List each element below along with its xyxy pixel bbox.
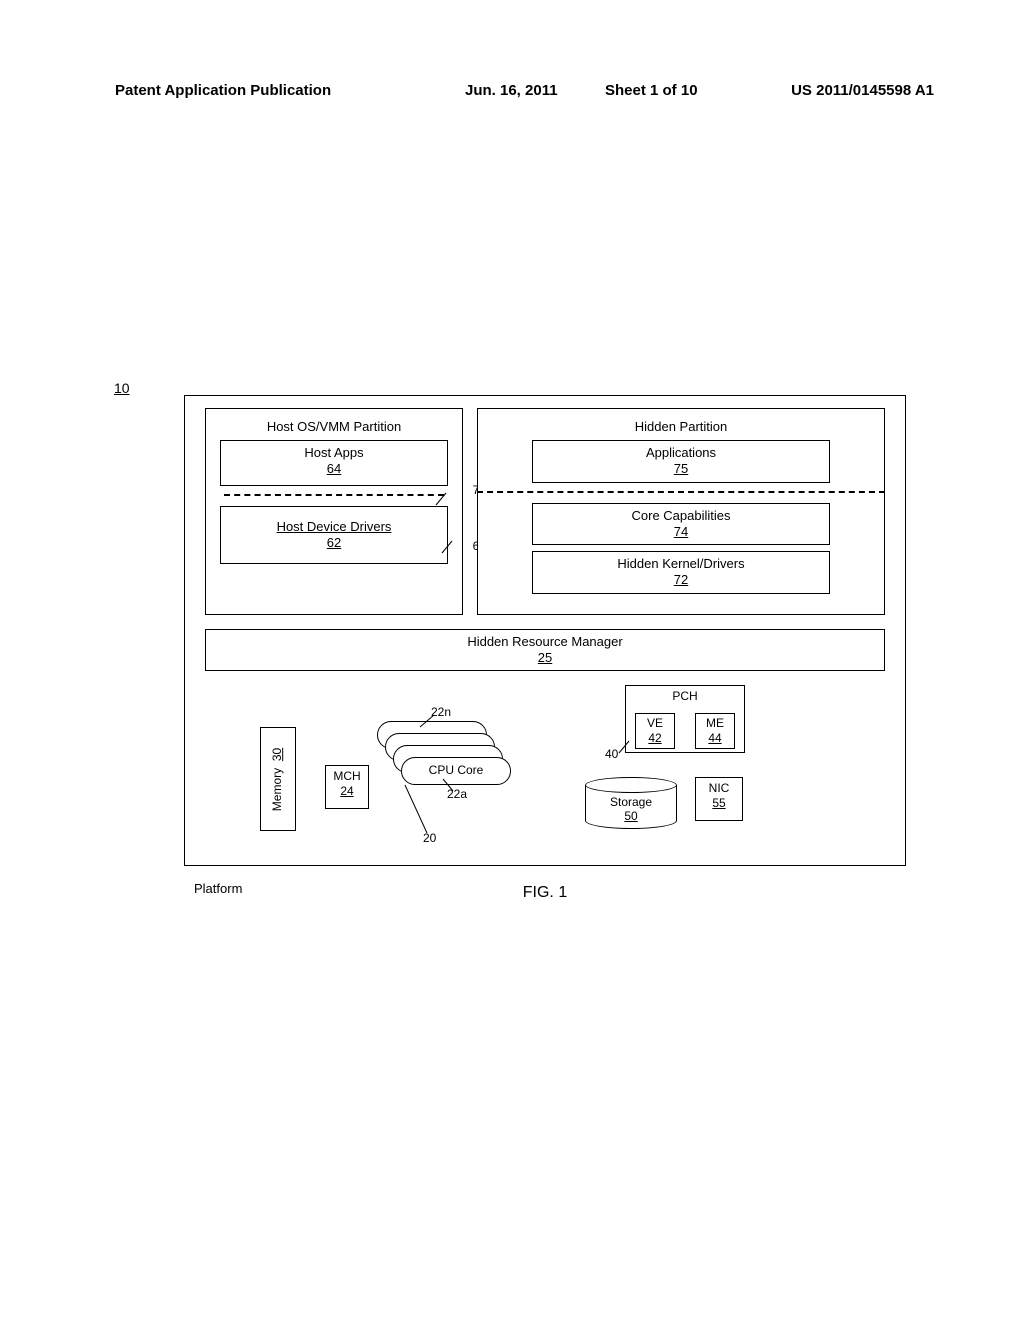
hidden-kernel-box: Hidden Kernel/Drivers 72 bbox=[532, 551, 830, 594]
memory-box: Memory 30 bbox=[260, 727, 296, 831]
hidden-partition: Hidden Partition Applications 75 Core Ca… bbox=[477, 408, 885, 615]
ref-20: 20 bbox=[423, 831, 436, 845]
host-drivers-num: 62 bbox=[327, 535, 341, 550]
storage-label: Storage bbox=[610, 795, 652, 809]
leader-20 bbox=[405, 785, 429, 835]
storage-cylinder: Storage 50 bbox=[585, 777, 677, 829]
me-box: ME 44 bbox=[695, 713, 735, 749]
me-num: 44 bbox=[708, 731, 721, 745]
memory-label: Memory bbox=[271, 767, 285, 810]
hidden-apps-num: 75 bbox=[674, 461, 688, 476]
host-apps-num: 64 bbox=[327, 461, 341, 476]
hrm-label: Hidden Resource Manager bbox=[467, 634, 622, 649]
header-date: Jun. 16, 2011 bbox=[465, 82, 558, 99]
nic-label: NIC bbox=[709, 781, 730, 795]
mch-label: MCH bbox=[333, 769, 360, 783]
memory-num: 30 bbox=[271, 747, 285, 760]
nic-box: NIC 55 bbox=[695, 777, 743, 821]
ref-22n: 22n bbox=[431, 705, 451, 719]
hidden-core-num: 74 bbox=[674, 524, 688, 539]
hrm-box: Hidden Resource Manager 25 bbox=[205, 629, 885, 672]
ref-40: 40 bbox=[605, 747, 618, 761]
storage-num: 50 bbox=[624, 809, 637, 823]
hidden-kernel-label: Hidden Kernel/Drivers bbox=[617, 556, 744, 571]
nic-num: 55 bbox=[712, 796, 725, 810]
host-apps-box: Host Apps 64 bbox=[220, 440, 448, 486]
host-apps-label: Host Apps bbox=[304, 445, 363, 460]
cpu-core-1: CPU Core bbox=[401, 757, 511, 785]
hidden-kernel-num: 72 bbox=[674, 572, 688, 587]
platform-label: Platform bbox=[194, 881, 242, 896]
header-pubnum: US 2011/0145598 A1 bbox=[791, 82, 934, 99]
figure-1: 10 Host OS/VMM Partition Host Apps 64 Ho… bbox=[184, 395, 906, 902]
ref-22a: 22a bbox=[447, 787, 467, 801]
host-drivers-box: Host Device Drivers 62 bbox=[220, 506, 448, 564]
host-partition: Host OS/VMM Partition Host Apps 64 Host … bbox=[205, 408, 463, 615]
hrm-num: 25 bbox=[538, 650, 552, 665]
hidden-core-box: Core Capabilities 74 bbox=[532, 503, 830, 546]
host-partition-title: Host OS/VMM Partition bbox=[220, 419, 448, 434]
me-label: ME bbox=[706, 716, 724, 730]
header-sheet: Sheet 1 of 10 bbox=[605, 82, 698, 99]
header-publication: Patent Application Publication bbox=[115, 82, 331, 99]
platform-box: Host OS/VMM Partition Host Apps 64 Host … bbox=[184, 395, 906, 866]
host-drivers-label: Host Device Drivers bbox=[277, 519, 392, 534]
hidden-core-label: Core Capabilities bbox=[632, 508, 731, 523]
pch-label: PCH bbox=[672, 689, 697, 703]
cpu-core-label: CPU Core bbox=[429, 763, 484, 777]
ve-box: VE 42 bbox=[635, 713, 675, 749]
figure-caption: FIG. 1 bbox=[184, 884, 906, 902]
hardware-area: Memory 30 MCH 24 CPU Core 22n bbox=[205, 683, 885, 853]
ve-num: 42 bbox=[648, 731, 661, 745]
mch-num: 24 bbox=[340, 784, 353, 798]
mch-box: MCH 24 bbox=[325, 765, 369, 809]
hidden-apps-box: Applications 75 bbox=[532, 440, 830, 483]
hidden-apps-label: Applications bbox=[646, 445, 716, 460]
hidden-partition-title: Hidden Partition bbox=[492, 419, 870, 434]
ref-10: 10 bbox=[114, 380, 130, 396]
host-dashed-divider bbox=[224, 494, 444, 496]
partitions-row: Host OS/VMM Partition Host Apps 64 Host … bbox=[205, 408, 885, 615]
ve-label: VE bbox=[647, 716, 663, 730]
hidden-dashed-divider bbox=[477, 491, 885, 493]
